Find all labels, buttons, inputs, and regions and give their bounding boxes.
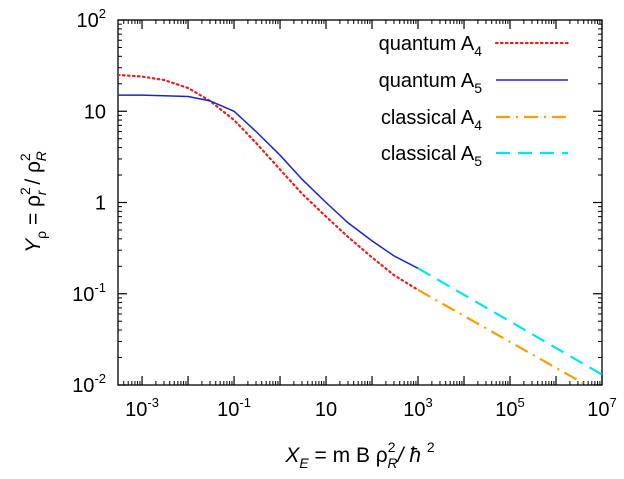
minor-ticks <box>117 20 602 385</box>
tick-labels: 10-3 10-1 10 103 105 107 10-2 10-1 1 10 102 <box>72 6 617 421</box>
x-axis-label-mid: = m B ρ <box>309 444 388 467</box>
x-tick-label: 10-3 <box>125 395 159 421</box>
x-axis-label: XE = m B ρ2 R/ ħ 2 <box>284 439 435 471</box>
series-line-quantum-a4 <box>118 73 420 292</box>
legend-label: quantum A5 <box>379 70 483 96</box>
y-tick-label: 102 <box>77 6 106 32</box>
series-lines <box>118 73 602 385</box>
y-axis-label: Yρ = ρ2r / ρ2R <box>17 151 49 253</box>
y-tick-label: 10-1 <box>72 280 106 306</box>
legend-label: quantum A4 <box>379 33 483 59</box>
x-tick-label: 105 <box>495 395 524 421</box>
series-line-classical-a4 <box>417 289 589 385</box>
y-tick-label: 1 <box>95 193 106 215</box>
plot-frame <box>117 19 603 386</box>
x-tick-label: 103 <box>403 395 432 421</box>
legend-label: classical A4 <box>381 107 482 133</box>
series-line-quantum-a5 <box>118 94 419 269</box>
major-ticks <box>118 19 603 386</box>
legend-label: classical A5 <box>381 143 482 169</box>
y-tick-label: 10 <box>84 101 106 123</box>
x-tick-label: 10-1 <box>217 395 251 421</box>
series-line-classical-a5 <box>417 267 602 376</box>
legend: quantum A4 quantum A5 classical A4 classica… <box>379 33 570 169</box>
x-tick-label: 10 <box>315 399 337 421</box>
x-tick-label: 107 <box>587 395 616 421</box>
y-tick-label: 10-2 <box>72 371 106 397</box>
